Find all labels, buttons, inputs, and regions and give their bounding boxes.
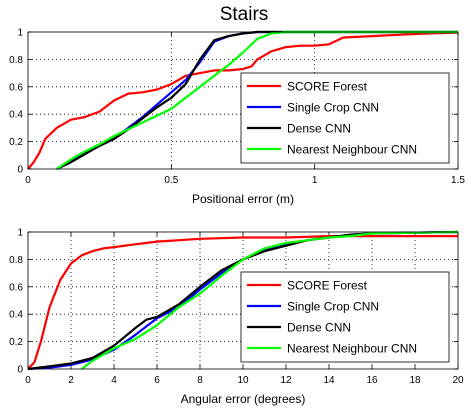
- y-tick-label: 0.4: [9, 110, 23, 121]
- y-tick-label: 0.8: [9, 255, 23, 266]
- x-tick-label: 4: [111, 375, 117, 386]
- x-tick-label: 10: [237, 375, 249, 386]
- angular-error-panel: 0 2 4 6 8 10 12 14 16 18 20 0 0.2 0.4 0.6 0.8 1 Angular e…: [9, 228, 464, 407]
- legend: SCORE Forest Single Crop CNN Dense CNN Near…: [240, 271, 450, 363]
- x-tick-label: 14: [323, 375, 335, 386]
- y-tick-label: 1: [17, 228, 23, 239]
- y-tick-label: 0: [17, 365, 23, 376]
- series-line-nearest-neighbour-cnn: [81, 230, 459, 370]
- x-tick-label: 1: [312, 175, 318, 186]
- legend-label: Nearest Neighbour CNN: [287, 342, 417, 356]
- x-tick-label: 0: [25, 375, 31, 386]
- y-tick-label: 0.8: [9, 55, 23, 66]
- y-tick-label: 0.6: [9, 82, 23, 93]
- legend-label: Dense CNN: [287, 122, 351, 136]
- series-line-score-forest: [27, 235, 458, 370]
- x-tick-label: 0.5: [164, 175, 178, 186]
- x-tick-label: 8: [197, 375, 203, 386]
- y-tick-label: 0: [17, 165, 23, 176]
- series-line-score-forest: [27, 31, 459, 170]
- y-tick-label: 0.2: [9, 137, 23, 148]
- x-tick-label: 18: [409, 375, 421, 386]
- x-axis-label: Angular error (degrees): [181, 392, 306, 406]
- x-tick-label: 0: [25, 175, 31, 186]
- legend-label: SCORE Forest: [287, 80, 368, 94]
- axes-frame: [27, 31, 459, 170]
- legend-label: Dense CNN: [287, 321, 351, 335]
- y-tick-label: 0.4: [9, 310, 23, 321]
- series-line-nearest-neighbour-cnn: [56, 30, 458, 170]
- x-tick-label: 6: [154, 375, 160, 386]
- figure-title: Stairs: [220, 4, 269, 25]
- legend-label: Single Crop CNN: [287, 101, 379, 115]
- positional-error-panel: 0 0.5 1 1.5 0 0.2 0.4 0.6 0.8 1 Positional error (…: [9, 28, 465, 207]
- x-axis-label: Positional error (m): [192, 192, 294, 206]
- x-tick-label: 12: [280, 375, 292, 386]
- legend-label: SCORE Forest: [287, 279, 368, 293]
- legend-label: Single Crop CNN: [287, 300, 379, 314]
- legend-label: Nearest Neighbour CNN: [287, 143, 417, 157]
- x-tick-label: 1.5: [451, 175, 465, 186]
- x-tick-label: 2: [68, 375, 74, 386]
- y-tick-label: 0.2: [9, 337, 23, 348]
- x-tick-label: 16: [366, 375, 378, 386]
- legend: SCORE Forest Single Crop CNN Dense CNN Near…: [240, 72, 450, 164]
- y-tick-label: 0.6: [9, 282, 23, 293]
- y-tick-label: 1: [17, 28, 23, 39]
- x-tick-label: 20: [452, 375, 464, 386]
- axes-frame: [27, 231, 459, 370]
